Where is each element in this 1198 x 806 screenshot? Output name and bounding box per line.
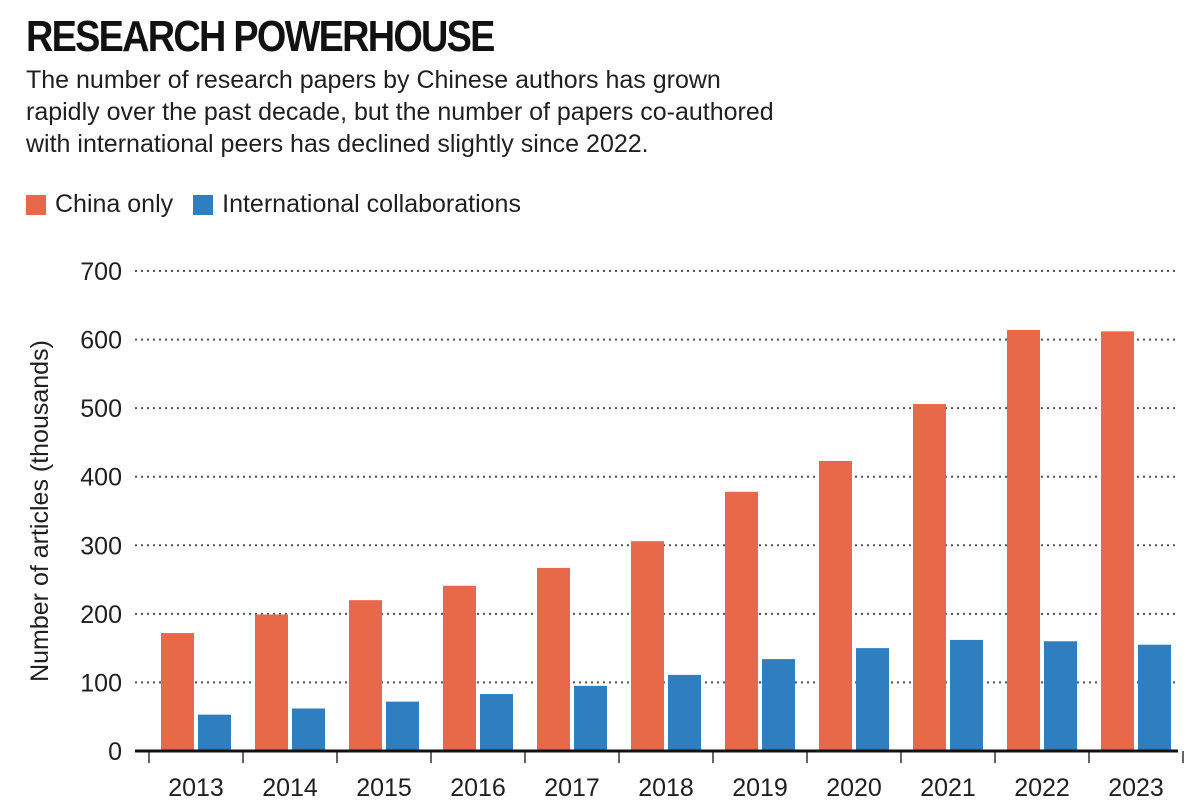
y-tick-label: 300 bbox=[80, 532, 122, 560]
bar-international bbox=[574, 685, 607, 751]
bar-china-only bbox=[537, 567, 570, 751]
subtitle-line: The number of research papers by Chinese… bbox=[26, 66, 721, 94]
bar-international bbox=[1044, 641, 1077, 751]
subtitle-line: with international peers has declined sl… bbox=[26, 130, 649, 158]
x-tick-label: 2014 bbox=[262, 774, 318, 802]
bar-international bbox=[1138, 644, 1171, 751]
x-tick-label: 2022 bbox=[1014, 774, 1070, 802]
bar-international bbox=[762, 659, 795, 751]
legend-label: China only bbox=[55, 190, 174, 218]
legend-label: International collaborations bbox=[222, 190, 521, 218]
legend-item-international: International collaborations bbox=[193, 190, 521, 219]
bar-china-only bbox=[913, 404, 946, 751]
y-tick-label: 600 bbox=[80, 327, 122, 355]
bar-international bbox=[668, 674, 701, 751]
legend-swatch-international bbox=[193, 194, 214, 215]
x-tick-label: 2013 bbox=[168, 774, 224, 802]
y-axis-label: Number of articles (thousands) bbox=[26, 340, 54, 682]
x-tick-label: 2015 bbox=[356, 774, 412, 802]
bar-china-only bbox=[725, 491, 758, 751]
subtitle-line: rapidly over the past decade, but the nu… bbox=[26, 98, 774, 126]
chart-title: RESEARCH POWERHOUSE bbox=[26, 12, 495, 61]
bar-china-only bbox=[255, 614, 288, 751]
bar-international bbox=[950, 639, 983, 751]
x-tick-label: 2020 bbox=[826, 774, 882, 802]
y-tick-label: 500 bbox=[80, 395, 122, 423]
x-tick-label: 2017 bbox=[544, 774, 600, 802]
bar-international bbox=[856, 648, 889, 751]
bar-international bbox=[480, 694, 513, 751]
legend: China only International collaborations bbox=[26, 190, 541, 219]
bar-china-only bbox=[1007, 329, 1040, 751]
bar-china-only bbox=[443, 585, 476, 751]
bar-international bbox=[292, 708, 325, 751]
bar-china-only bbox=[349, 600, 382, 751]
y-tick-label: 100 bbox=[80, 669, 122, 697]
x-tick-label: 2018 bbox=[638, 774, 694, 802]
legend-item-china-only: China only bbox=[26, 190, 173, 219]
x-tick-label: 2021 bbox=[920, 774, 976, 802]
y-tick-label: 0 bbox=[108, 738, 122, 766]
chart-subtitle: The number of research papers by Chinese… bbox=[26, 64, 926, 160]
y-tick-label: 700 bbox=[80, 258, 122, 286]
bar-china-only bbox=[819, 460, 852, 751]
x-tick-label: 2019 bbox=[732, 774, 788, 802]
bar-china-only bbox=[1101, 331, 1134, 751]
x-tick-label: 2023 bbox=[1108, 774, 1164, 802]
x-tick-label: 2016 bbox=[450, 774, 506, 802]
bar-china-only bbox=[161, 633, 194, 751]
bar-international bbox=[386, 701, 419, 751]
bar-china-only bbox=[631, 541, 664, 751]
bar-international bbox=[198, 714, 231, 751]
y-tick-label: 200 bbox=[80, 601, 122, 629]
y-tick-label: 400 bbox=[80, 464, 122, 492]
legend-swatch-china-only bbox=[26, 194, 46, 215]
